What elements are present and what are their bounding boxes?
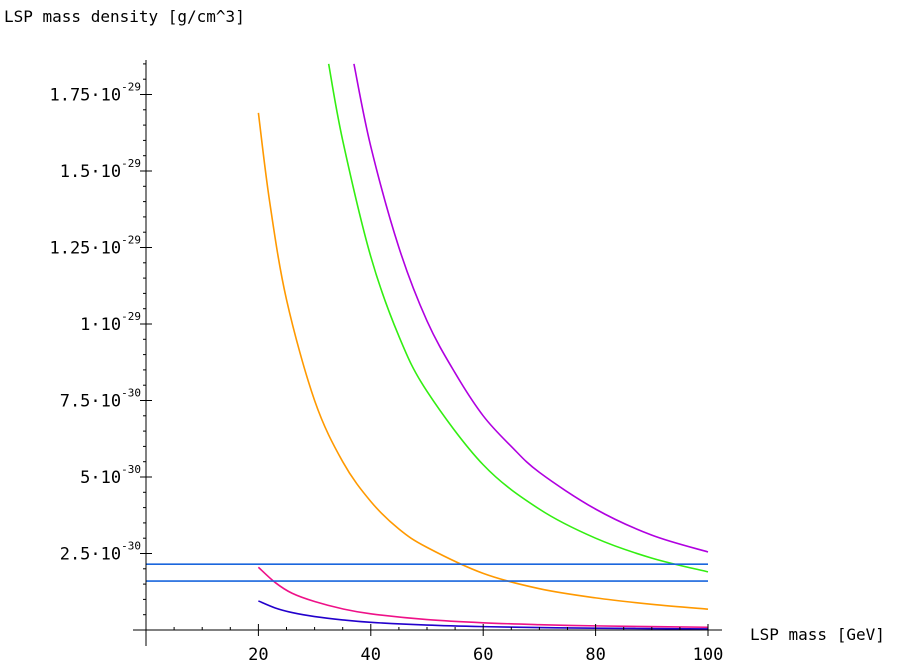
y-axis-title: LSP mass density [g/cm^3] — [4, 7, 245, 26]
series-line-5 — [258, 600, 709, 630]
y-tick-label: 1.5·10-29 — [60, 157, 141, 182]
y-tick-exponent: -29 — [121, 310, 141, 323]
y-tick-exponent: -30 — [121, 463, 141, 476]
y-tick-exponent: -29 — [121, 157, 141, 170]
y-tick-mantissa: 1·10 — [80, 315, 121, 335]
y-tick-label: 7.5·10-30 — [60, 387, 141, 412]
y-tick-exponent: -29 — [121, 81, 141, 94]
y-tick-mantissa: 1.5·10 — [60, 162, 121, 182]
y-tick-label: 1·10-29 — [80, 310, 141, 335]
y-tick-mantissa: 1.25·10 — [49, 239, 121, 259]
series-line-1 — [353, 63, 709, 553]
y-tick-label: 5·10-30 — [80, 463, 141, 488]
x-tick-label: 100 — [693, 645, 724, 665]
y-tick-exponent: -30 — [121, 540, 141, 553]
y-tick-exponent: -29 — [121, 234, 141, 247]
y-tick-label: 2.5·10-30 — [60, 540, 141, 565]
ticks-layer: 20 40 60 80 1002.5·10-305·10-307.5·10-301·10… — [49, 63, 724, 665]
axes-layer — [133, 60, 722, 646]
series-line-3 — [257, 112, 709, 610]
y-tick-mantissa: 5·10 — [80, 468, 121, 488]
y-tick-mantissa: 1.75·10 — [49, 86, 121, 106]
y-tick-exponent: -30 — [121, 387, 141, 400]
y-tick-label: 1.75·10-29 — [49, 81, 141, 106]
x-tick-label: 20 — [248, 645, 268, 665]
y-tick-mantissa: 7.5·10 — [60, 392, 121, 412]
x-tick-label: 60 — [473, 645, 493, 665]
x-axis-title: LSP mass [GeV] — [750, 625, 885, 644]
series-line-4 — [257, 566, 709, 629]
x-tick-label: 80 — [585, 645, 605, 665]
y-tick-label: 1.25·10-29 — [49, 234, 141, 259]
series-layer — [145, 63, 709, 630]
series-line-2 — [327, 63, 709, 573]
y-tick-mantissa: 2.5·10 — [60, 545, 121, 565]
x-tick-label: 40 — [361, 645, 381, 665]
